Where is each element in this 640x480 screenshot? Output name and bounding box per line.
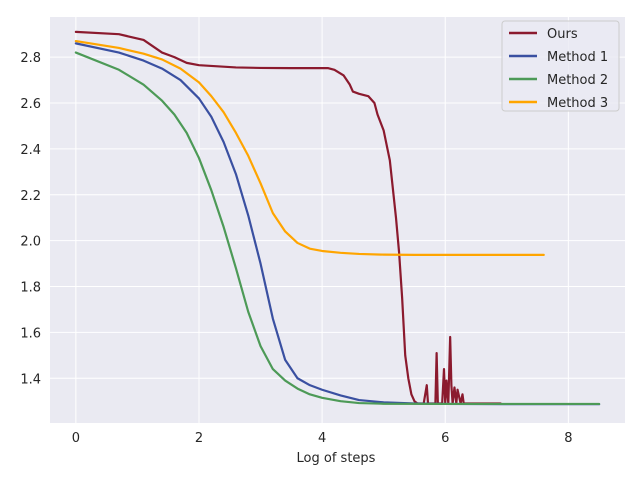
legend: Ours Method 1 Method 2 Method 3 <box>501 20 620 112</box>
x-tick-label: 6 <box>441 431 449 446</box>
x-tick-label: 4 <box>318 431 326 446</box>
y-tick-label: 1.8 <box>20 281 41 296</box>
grid-lines <box>50 17 625 423</box>
legend-label: Method 2 <box>547 73 608 88</box>
y-tick-label: 2.4 <box>20 143 41 158</box>
series-line-method-2 <box>74 51 601 406</box>
x-tick-label: 0 <box>72 431 80 446</box>
series-line-ours <box>74 30 502 405</box>
y-tick-label: 2.6 <box>20 97 41 112</box>
x-tick-label: 8 <box>564 431 572 446</box>
legend-box <box>501 20 620 112</box>
y-tick-label: 2.8 <box>20 51 41 66</box>
x-tick-label: 2 <box>195 431 203 446</box>
y-tick-labels: 1.4 1.6 1.8 2.0 2.2 2.4 2.6 2.8 <box>20 51 41 387</box>
y-tick-label: 1.6 <box>20 326 41 341</box>
y-tick-label: 2.0 <box>20 235 41 250</box>
series-layer <box>74 30 601 406</box>
legend-label: Method 3 <box>547 96 608 111</box>
series-line-method-3 <box>74 39 545 256</box>
y-tick-label: 1.4 <box>20 372 41 387</box>
x-axis-label: Log of steps <box>297 451 376 466</box>
x-tick-labels: 0 2 4 6 8 <box>72 431 573 446</box>
y-tick-label: 2.2 <box>20 189 41 204</box>
legend-label: Method 1 <box>547 50 608 65</box>
legend-label: Ours <box>547 27 578 42</box>
